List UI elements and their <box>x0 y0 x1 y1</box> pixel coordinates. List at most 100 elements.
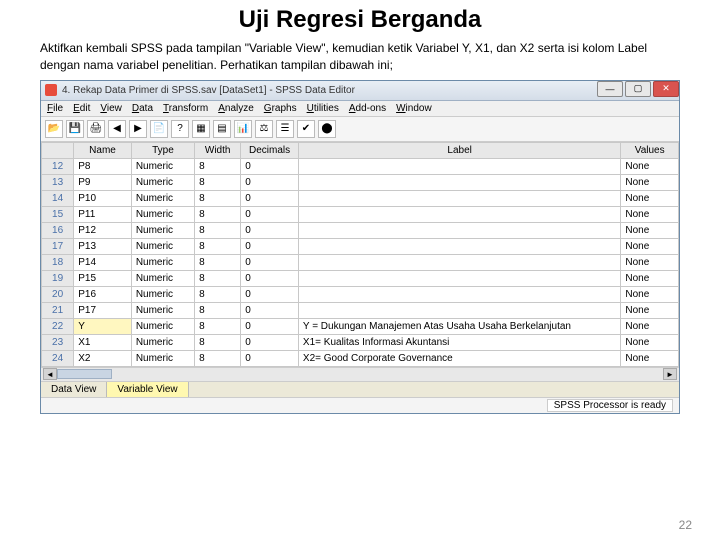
table-row[interactable]: 13P9Numeric80None <box>42 174 679 190</box>
toolbar-button-5[interactable]: 📄 <box>150 120 168 138</box>
close-button[interactable]: ✕ <box>653 81 679 97</box>
cell[interactable]: 0 <box>241 158 299 174</box>
cell[interactable]: 0 <box>241 174 299 190</box>
menu-add-ons[interactable]: Add-ons <box>349 103 386 114</box>
cell[interactable]: Numeric <box>131 222 194 238</box>
toolbar-button-11[interactable]: ☰ <box>276 120 294 138</box>
cell[interactable]: None <box>621 302 679 318</box>
minimize-button[interactable]: — <box>597 81 623 97</box>
cell[interactable]: None <box>621 222 679 238</box>
column-header-values[interactable]: Values <box>621 142 679 158</box>
table-row[interactable]: 24X2Numeric80X2= Good Corporate Governan… <box>42 350 679 366</box>
toolbar-button-0[interactable]: 📂 <box>45 120 63 138</box>
cell[interactable]: Numeric <box>131 302 194 318</box>
cell[interactable]: 8 <box>195 190 241 206</box>
cell[interactable] <box>298 270 620 286</box>
column-header-width[interactable]: Width <box>195 142 241 158</box>
cell[interactable]: Y = Dukungan Manajemen Atas Usaha Usaha … <box>298 318 620 334</box>
column-header-decimals[interactable]: Decimals <box>241 142 299 158</box>
cell[interactable]: None <box>621 254 679 270</box>
cell[interactable] <box>298 222 620 238</box>
cell[interactable]: 8 <box>195 238 241 254</box>
cell[interactable]: 0 <box>241 206 299 222</box>
scroll-right-arrow[interactable]: ► <box>663 368 677 380</box>
table-row[interactable]: 21P17Numeric80None <box>42 302 679 318</box>
table-row[interactable]: 17P13Numeric80None <box>42 238 679 254</box>
cell[interactable]: Numeric <box>131 286 194 302</box>
toolbar-button-4[interactable]: ▶ <box>129 120 147 138</box>
cell[interactable]: Numeric <box>131 350 194 366</box>
cell[interactable]: 0 <box>241 190 299 206</box>
cell[interactable]: Y <box>74 318 132 334</box>
horizontal-scrollbar[interactable]: ◄ ► <box>41 367 679 381</box>
cell[interactable]: Numeric <box>131 206 194 222</box>
menu-analyze[interactable]: Analyze <box>218 103 254 114</box>
cell[interactable]: 8 <box>195 334 241 350</box>
cell[interactable]: 8 <box>195 158 241 174</box>
cell[interactable] <box>298 174 620 190</box>
cell[interactable] <box>298 158 620 174</box>
cell[interactable]: 8 <box>195 206 241 222</box>
cell[interactable]: P12 <box>74 222 132 238</box>
cell[interactable]: 0 <box>241 270 299 286</box>
table-row[interactable]: 19P15Numeric80None <box>42 270 679 286</box>
cell[interactable]: None <box>621 318 679 334</box>
cell[interactable]: 0 <box>241 350 299 366</box>
menu-transform[interactable]: Transform <box>163 103 208 114</box>
maximize-button[interactable]: ▢ <box>625 81 651 97</box>
column-header-rownum[interactable] <box>42 142 74 158</box>
row-number[interactable]: 12 <box>42 158 74 174</box>
cell[interactable] <box>298 190 620 206</box>
scroll-left-arrow[interactable]: ◄ <box>43 368 57 380</box>
cell[interactable]: 8 <box>195 222 241 238</box>
cell[interactable]: 8 <box>195 318 241 334</box>
tab-variable-view[interactable]: Variable View <box>107 382 188 397</box>
toolbar-button-10[interactable]: ⚖ <box>255 120 273 138</box>
tab-data-view[interactable]: Data View <box>41 382 107 397</box>
table-row[interactable]: 20P16Numeric80None <box>42 286 679 302</box>
table-row[interactable]: 12P8Numeric80None <box>42 158 679 174</box>
table-row[interactable]: 15P11Numeric80None <box>42 206 679 222</box>
cell[interactable]: None <box>621 206 679 222</box>
cell[interactable]: Numeric <box>131 318 194 334</box>
scroll-thumb[interactable] <box>57 369 112 379</box>
cell[interactable]: X2= Good Corporate Governance <box>298 350 620 366</box>
cell[interactable]: P10 <box>74 190 132 206</box>
menu-window[interactable]: Window <box>396 103 432 114</box>
cell[interactable]: None <box>621 190 679 206</box>
row-number[interactable]: 24 <box>42 350 74 366</box>
cell[interactable]: None <box>621 350 679 366</box>
menu-view[interactable]: View <box>100 103 122 114</box>
cell[interactable]: P17 <box>74 302 132 318</box>
cell[interactable]: None <box>621 158 679 174</box>
menu-edit[interactable]: Edit <box>73 103 90 114</box>
table-row[interactable]: 23X1Numeric80X1= Kualitas Informasi Akun… <box>42 334 679 350</box>
row-number[interactable]: 16 <box>42 222 74 238</box>
cell[interactable]: 0 <box>241 222 299 238</box>
cell[interactable]: X1= Kualitas Informasi Akuntansi <box>298 334 620 350</box>
table-row[interactable]: 16P12Numeric80 None <box>42 222 679 238</box>
table-row[interactable]: 14P10Numeric80None <box>42 190 679 206</box>
cell[interactable]: P11 <box>74 206 132 222</box>
cell[interactable] <box>298 206 620 222</box>
cell[interactable]: 8 <box>195 286 241 302</box>
cell[interactable] <box>298 302 620 318</box>
cell[interactable]: 8 <box>195 254 241 270</box>
cell[interactable]: Numeric <box>131 174 194 190</box>
row-number[interactable]: 22 <box>42 318 74 334</box>
cell[interactable]: None <box>621 270 679 286</box>
menu-utilities[interactable]: Utilities <box>307 103 339 114</box>
row-number[interactable]: 21 <box>42 302 74 318</box>
cell[interactable]: X1 <box>74 334 132 350</box>
column-header-name[interactable]: Name <box>74 142 132 158</box>
cell[interactable] <box>298 238 620 254</box>
cell[interactable]: Numeric <box>131 158 194 174</box>
toolbar-button-9[interactable]: 📊 <box>234 120 252 138</box>
cell[interactable]: 8 <box>195 174 241 190</box>
cell[interactable]: P14 <box>74 254 132 270</box>
cell[interactable]: None <box>621 174 679 190</box>
toolbar-button-7[interactable]: ▦ <box>192 120 210 138</box>
cell[interactable]: 0 <box>241 286 299 302</box>
cell[interactable]: Numeric <box>131 334 194 350</box>
menu-data[interactable]: Data <box>132 103 153 114</box>
